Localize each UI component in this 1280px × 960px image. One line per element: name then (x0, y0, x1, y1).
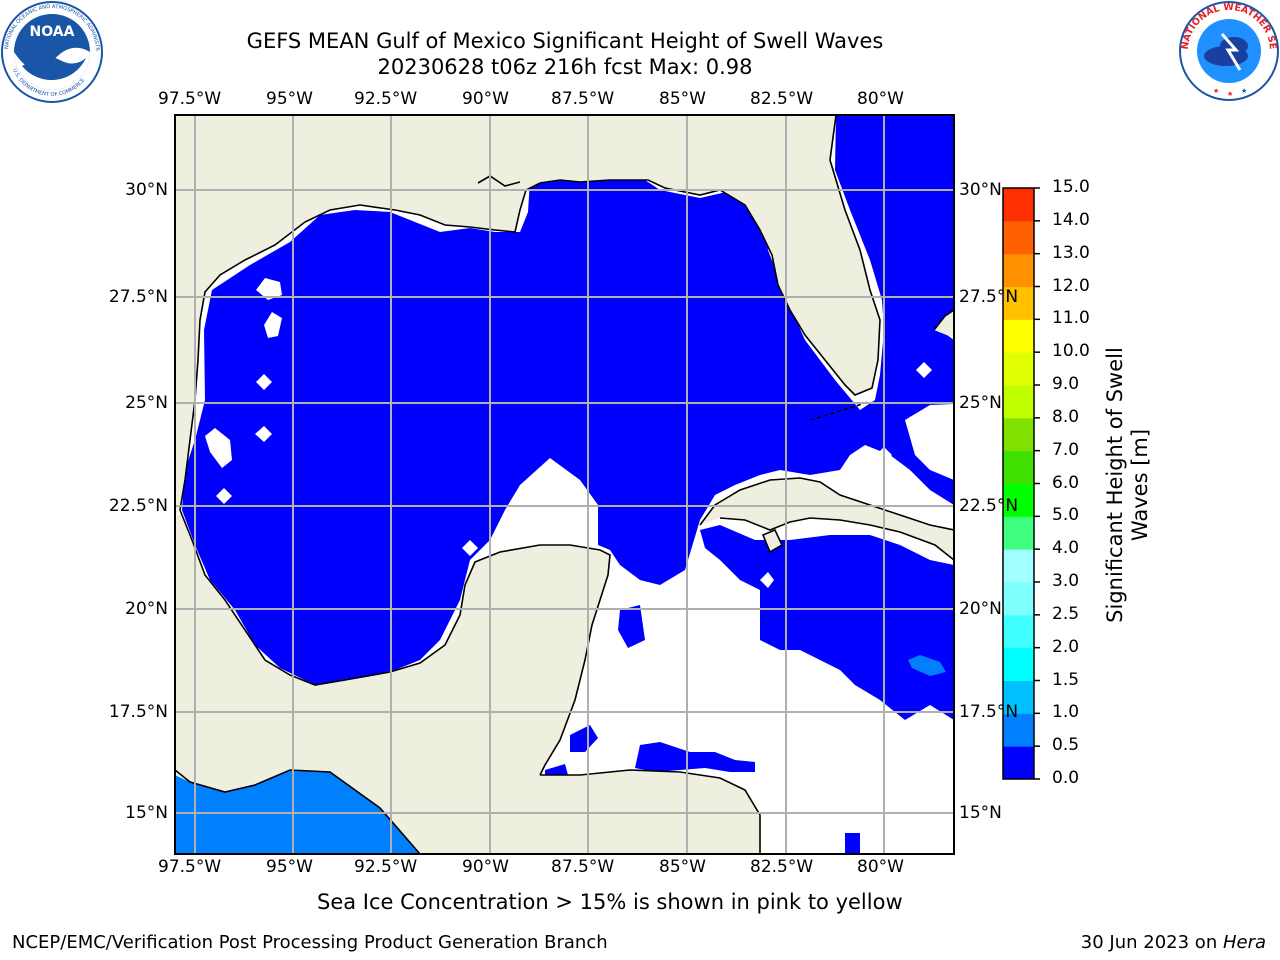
lon-tick-bottom: 90°W (462, 857, 509, 877)
colorbar-segment (1003, 483, 1034, 517)
lon-tick-top: 85°W (659, 89, 706, 109)
lon-tick-top: 97.5°W (158, 89, 222, 109)
colorbar-segment (1003, 220, 1034, 255)
colorbar-segment (1003, 713, 1034, 747)
lon-tick-top: 95°W (266, 89, 313, 109)
footer-date: 30 Jun 2023 on (1080, 932, 1223, 953)
noaa-logo-text: NOAA (30, 24, 75, 40)
footer-right: 30 Jun 2023 on Hera (1081, 932, 1266, 953)
lat-tick-left: 30°N (125, 180, 168, 200)
colorbar-segment (1003, 417, 1034, 452)
colorbar-segment (1003, 647, 1034, 681)
svg-text:★: ★ (1227, 90, 1233, 98)
colorbar-tick-label: 3.0 (1052, 571, 1080, 591)
lat-tick-left: 27.5°N (108, 287, 168, 307)
lat-tick-right: 25°N (959, 393, 1002, 413)
colorbar-segment (1003, 680, 1034, 714)
us-gulf-coast-land (175, 115, 880, 515)
nws-logo: NATIONAL WEATHER SERVICE ★ ★ ★ (1178, 0, 1279, 101)
caribbean-swell-region (700, 525, 954, 720)
lon-tick-top: 90°W (462, 89, 509, 109)
lon-tick-bottom: 92.5°W (354, 857, 418, 877)
colorbar-tick-label: 1.5 (1052, 669, 1080, 690)
bahamas-land (934, 310, 954, 338)
colorbar-tick-label: 8.0 (1052, 406, 1080, 427)
colorbar-tick-label: 0.0 (1052, 768, 1080, 788)
lon-tick-top: 92.5°W (354, 89, 418, 109)
lon-tick-bottom: 82.5°W (750, 857, 814, 877)
colorbar-segment (1003, 549, 1034, 583)
lat-tick-left: 20°N (125, 599, 168, 619)
colorbar-segment (1003, 385, 1034, 419)
colorbar-tick-label: 5.0 (1052, 505, 1080, 526)
lat-tick-right: 20°N (959, 599, 1002, 619)
lon-tick-top: 87.5°W (551, 89, 615, 109)
lat-tick-right: 27.5°N (959, 287, 1019, 307)
colorbar-segment (1003, 582, 1034, 616)
colorbar-segment (1003, 352, 1034, 386)
colorbar-tick-label: 15.0 (1052, 177, 1090, 197)
lon-tick-bottom: 97.5°W (158, 857, 222, 877)
svg-text:★: ★ (1241, 87, 1247, 95)
lat-tick-right: 15°N (959, 803, 1002, 823)
colorbar-tick-label: 11.0 (1052, 308, 1090, 329)
colorbar-segment (1003, 516, 1034, 550)
colorbar-segment (1003, 614, 1034, 649)
colorbar-tick-label: 10.0 (1052, 341, 1090, 362)
lon-tick-bottom: 80°W (857, 857, 904, 877)
svg-text:★: ★ (1213, 87, 1219, 95)
sea-ice-caption: Sea Ice Concentration > 15% is shown in … (317, 890, 903, 914)
colorbar-segment (1003, 286, 1034, 320)
lon-tick-bottom: 85°W (659, 857, 706, 877)
colorbar-segment (1003, 319, 1034, 353)
lat-tick-left: 15°N (125, 803, 168, 823)
lon-tick-bottom: 87.5°W (551, 857, 615, 877)
lon-tick-bottom: 95°W (266, 857, 313, 877)
colorbar-tick-label: 7.0 (1052, 439, 1080, 460)
footer-left: NCEP/EMC/Verification Post Processing Pr… (12, 932, 608, 953)
footer-host: Hera (1222, 932, 1266, 953)
colorbar-label-line1: Significant Height of Swell (1103, 347, 1127, 623)
lat-tick-right: 30°N (959, 180, 1002, 200)
gulf-swell-region (182, 115, 954, 685)
lat-tick-left: 25°N (125, 393, 168, 413)
graticule (175, 115, 954, 854)
colorbar (1003, 187, 1040, 780)
colorbar-label-line2: Waves [m] (1128, 428, 1152, 542)
colorbar-segment (1003, 188, 1034, 222)
lat-tick-right: 22.5°N (959, 496, 1019, 516)
chart-title: GEFS MEAN Gulf of Mexico Significant Hei… (246, 29, 884, 53)
map-frame (174, 114, 955, 855)
lat-tick-right: 17.5°N (959, 702, 1019, 722)
colorbar-label: Significant Height of Swell Waves [m] (1103, 315, 1153, 655)
colorbar-segment (1003, 253, 1034, 287)
lat-tick-left: 22.5°N (108, 496, 168, 516)
colorbar-tick-label: 14.0 (1052, 209, 1090, 230)
lon-tick-top: 80°W (857, 89, 904, 109)
colorbar-tick-label: 12.0 (1052, 275, 1090, 296)
noaa-logo: NOAA NATIONAL OCEANIC AND ATMOSPHERIC AD… (0, 0, 103, 103)
lon-tick-top: 82.5°W (750, 89, 814, 109)
colorbar-tick-label: 2.5 (1052, 603, 1080, 624)
colorbar-tick-label: 9.0 (1052, 374, 1080, 394)
chart-subtitle: 20230628 t06z 216h fcst Max: 0.98 (377, 55, 753, 79)
colorbar-segment (1003, 746, 1034, 780)
colorbar-segment (1003, 450, 1034, 484)
colorbar-tick-label: 4.0 (1052, 538, 1080, 559)
colorbar-tick-label: 0.5 (1052, 735, 1080, 756)
colorbar-tick-label: 13.0 (1052, 242, 1090, 263)
lat-tick-left: 17.5°N (108, 702, 168, 722)
colorbar-tick-label: 2.0 (1052, 636, 1080, 657)
mexico-land (175, 515, 760, 854)
colorbar-tick-label: 1.0 (1052, 702, 1080, 723)
colorbar-frame (1002, 187, 1035, 780)
colorbar-tick-label: 6.0 (1052, 472, 1080, 493)
